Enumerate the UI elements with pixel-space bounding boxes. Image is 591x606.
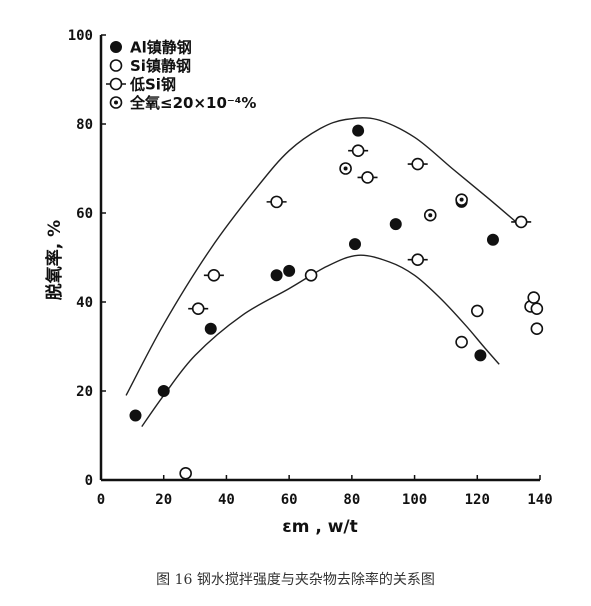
- data-point-dot: [428, 213, 433, 218]
- x-tick-label: 100: [402, 492, 427, 508]
- legend-marker-icon: [106, 77, 126, 91]
- x-tick-label: 20: [155, 492, 172, 508]
- data-point-shape: [270, 195, 283, 209]
- data-point-shape: [514, 215, 528, 229]
- data-point-shape: [157, 385, 170, 397]
- data-point: [527, 291, 541, 304]
- x-tick-label: 60: [281, 492, 298, 508]
- y-tick-label: 40: [76, 295, 93, 311]
- data-point: [455, 335, 468, 349]
- x-tick-label: 40: [218, 492, 235, 508]
- data-point: [348, 144, 369, 157]
- data-point: [470, 304, 484, 318]
- data-point-shape: [389, 218, 402, 231]
- data-point-shape: [204, 322, 217, 335]
- data-markers: [129, 124, 544, 480]
- envelope-curves: [125, 117, 522, 427]
- data-point: [129, 409, 142, 422]
- legend-marker-icon-shape: [109, 77, 123, 91]
- data-point-shape: [486, 233, 499, 246]
- data-point-shape: [304, 268, 318, 282]
- data-point: [511, 215, 532, 229]
- x-tick-label: 140: [527, 492, 552, 508]
- lower-envelope-curve: [141, 254, 500, 427]
- legend-label: Si镇静钢: [130, 57, 191, 75]
- data-point: [203, 268, 224, 282]
- data-point: [389, 218, 402, 231]
- data-point-shape: [527, 291, 541, 304]
- y-tick-label: 20: [76, 384, 93, 400]
- y-tick-label: 0: [85, 473, 93, 489]
- data-point: [455, 193, 468, 206]
- x-tick-label: 0: [97, 492, 105, 508]
- plot-area: [99, 35, 540, 482]
- data-point: [270, 269, 283, 282]
- data-point-shape: [351, 144, 365, 157]
- legend-label: 全氧≤20×10⁻⁴%: [129, 94, 256, 112]
- x-axis-ticks: 0 20 40 60 80 100 120 140: [97, 475, 553, 508]
- x-tick-label: 120: [465, 492, 490, 508]
- data-point-shape: [283, 264, 296, 277]
- data-point: [486, 233, 499, 246]
- data-point: [179, 467, 192, 480]
- legend-marker-icon-shape: [110, 41, 122, 53]
- data-point: [423, 208, 437, 222]
- data-point-dot: [459, 197, 464, 202]
- data-point: [407, 253, 428, 267]
- data-point: [157, 385, 170, 397]
- data-point-shape: [179, 467, 192, 480]
- data-point-shape: [361, 171, 374, 184]
- data-point-dot: [343, 166, 348, 171]
- legend-marker-icon: [109, 96, 123, 109]
- data-point: [352, 124, 365, 137]
- data-point: [266, 195, 287, 209]
- data-point-shape: [352, 124, 365, 137]
- x-axis-title: εm , w/t: [282, 517, 358, 537]
- data-point: [357, 171, 378, 184]
- data-point-shape: [191, 302, 205, 315]
- legend-marker-icon-dot: [114, 100, 118, 105]
- legend-item: 全氧≤20×10⁻⁴%: [109, 94, 256, 112]
- data-point-shape: [470, 304, 484, 318]
- data-point-shape: [530, 302, 544, 315]
- y-tick-label: 100: [68, 28, 93, 44]
- legend-item: Si镇静钢: [109, 57, 191, 75]
- data-point: [530, 302, 544, 315]
- data-point-shape: [348, 238, 361, 251]
- y-axis-title: 脱氧率, %: [44, 220, 65, 300]
- upper-envelope-curve: [125, 117, 522, 396]
- data-point: [339, 162, 352, 175]
- y-tick-label: 60: [76, 206, 93, 222]
- data-point: [283, 264, 296, 277]
- x-tick-label: 80: [343, 492, 360, 508]
- data-point-shape: [129, 409, 142, 422]
- data-point: [188, 302, 209, 315]
- data-point-shape: [411, 253, 425, 267]
- y-tick-label: 80: [76, 117, 93, 133]
- data-point: [474, 349, 487, 362]
- data-point-shape: [207, 268, 221, 282]
- data-point-shape: [455, 335, 468, 349]
- legend-label: Al镇静钢: [130, 39, 192, 57]
- data-point-shape: [270, 269, 283, 282]
- data-point: [204, 322, 217, 335]
- y-axis-ticks: 0 20 40 60 80 100: [68, 28, 106, 489]
- legend-marker-icon-shape: [109, 59, 123, 72]
- legend-item: Al镇静钢: [110, 39, 192, 57]
- data-point-shape: [474, 349, 487, 362]
- legend-marker-icon: [110, 41, 122, 53]
- data-point: [304, 268, 318, 282]
- legend-item: 低Si钢: [106, 76, 176, 94]
- figure-caption: 图 16 钢水搅拌强度与夹杂物去除率的关系图: [156, 572, 435, 588]
- data-point: [530, 322, 544, 336]
- legend-label: 低Si钢: [129, 76, 176, 94]
- data-point-shape: [530, 322, 544, 336]
- legend-marker-icon: [109, 59, 123, 72]
- data-point: [407, 157, 428, 171]
- chart-figure: 0 20 40 60 80 100 120 140 0 20 40 60 80 100 Al镇静钢Si镇…: [44, 28, 553, 537]
- data-point: [348, 238, 361, 251]
- data-point-shape: [411, 157, 425, 171]
